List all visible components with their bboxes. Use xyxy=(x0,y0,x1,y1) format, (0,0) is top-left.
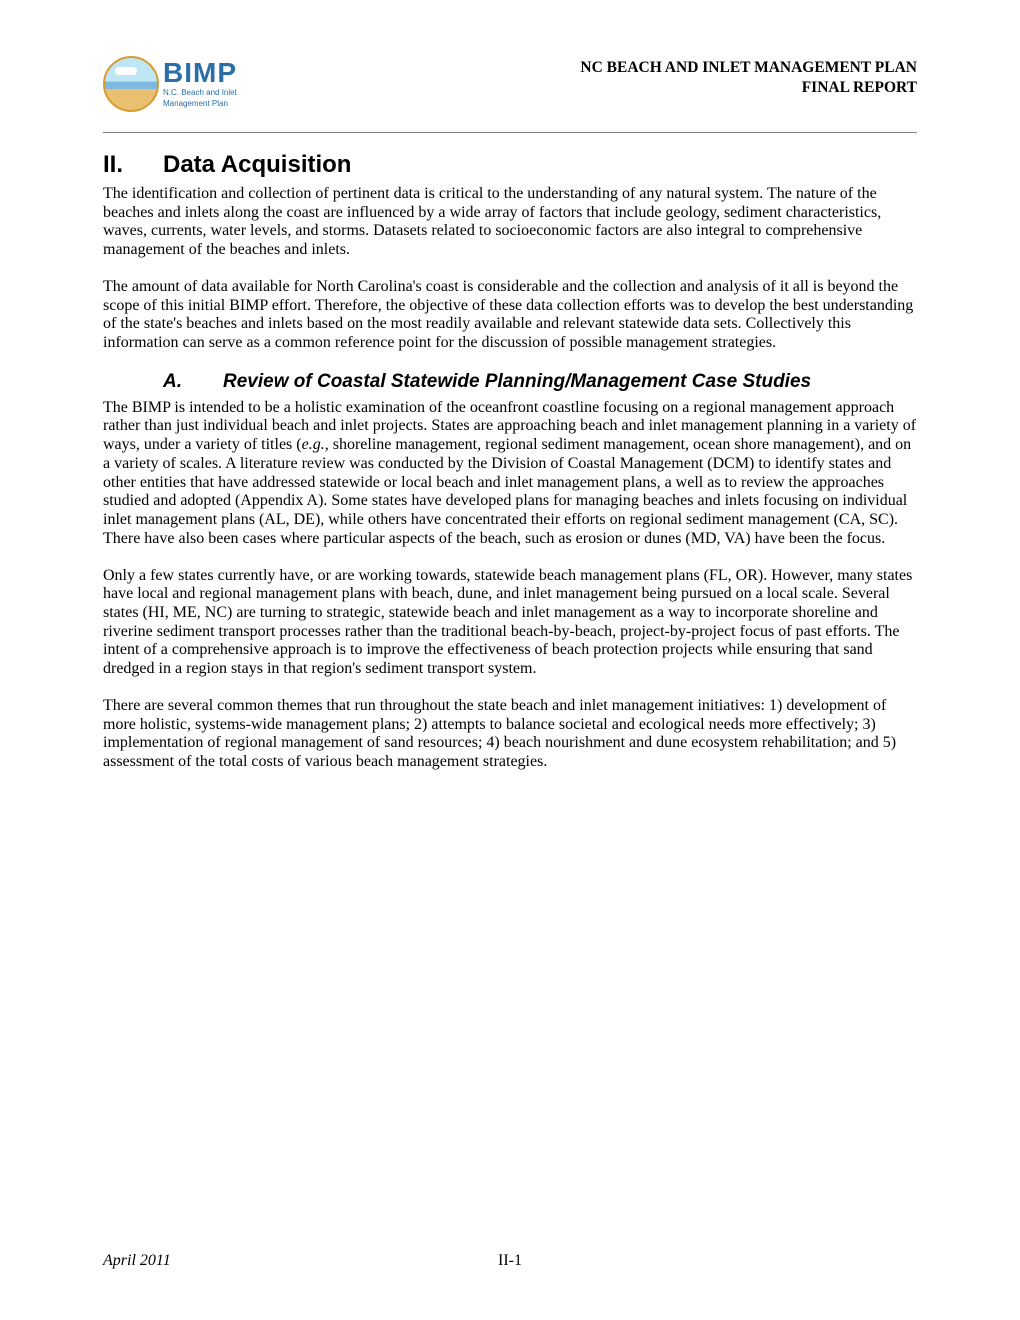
subsection-number: A. xyxy=(163,371,223,393)
section-heading: II. Data Acquisition xyxy=(103,151,917,179)
paragraph-3-emphasis: e.g., xyxy=(302,436,329,453)
subsection-heading: A. Review of Coastal Statewide Planning/… xyxy=(103,371,917,393)
page-header: BIMP N.C. Beach and Inlet Management Pla… xyxy=(103,56,917,112)
logo-block: BIMP N.C. Beach and Inlet Management Pla… xyxy=(103,56,237,112)
page-footer: April 2011 II-1 xyxy=(103,1252,917,1270)
page: BIMP N.C. Beach and Inlet Management Pla… xyxy=(0,0,1020,1320)
header-title-block: NC BEACH AND INLET MANAGEMENT PLAN FINAL… xyxy=(580,56,917,98)
header-title-line2: FINAL REPORT xyxy=(580,78,917,98)
logo-subtitle-line1: N.C. Beach and Inlet xyxy=(163,89,237,98)
paragraph-5: There are several common themes that run… xyxy=(103,697,917,772)
section-title: Data Acquisition xyxy=(163,151,351,179)
paragraph-1: The identification and collection of per… xyxy=(103,185,917,260)
subsection-title: Review of Coastal Statewide Planning/Man… xyxy=(223,371,917,393)
logo-text: BIMP N.C. Beach and Inlet Management Pla… xyxy=(163,59,237,109)
bimp-logo-icon xyxy=(103,56,159,112)
header-divider xyxy=(103,132,917,133)
footer-page-number: II-1 xyxy=(498,1252,522,1270)
footer-date: April 2011 xyxy=(103,1252,171,1270)
paragraph-3: The BIMP is intended to be a holistic ex… xyxy=(103,399,917,549)
paragraph-2: The amount of data available for North C… xyxy=(103,278,917,353)
logo-acronym: BIMP xyxy=(163,59,237,87)
header-title-line1: NC BEACH AND INLET MANAGEMENT PLAN xyxy=(580,58,917,78)
section-number: II. xyxy=(103,151,163,179)
logo-subtitle-line2: Management Plan xyxy=(163,100,237,109)
paragraph-4: Only a few states currently have, or are… xyxy=(103,567,917,679)
